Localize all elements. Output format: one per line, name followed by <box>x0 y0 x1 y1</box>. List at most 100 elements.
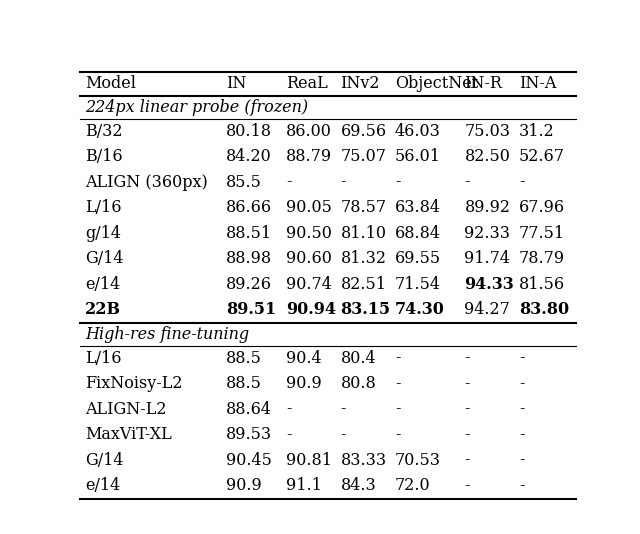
Text: -: - <box>465 350 470 366</box>
Text: 22B: 22B <box>85 301 121 318</box>
Text: 90.94: 90.94 <box>286 301 336 318</box>
Text: 90.60: 90.60 <box>286 250 332 267</box>
Text: 88.5: 88.5 <box>227 350 262 366</box>
Text: 94.33: 94.33 <box>465 276 514 293</box>
Text: G/14: G/14 <box>85 250 124 267</box>
Text: -: - <box>286 400 291 418</box>
Text: -: - <box>395 174 401 191</box>
Text: -: - <box>465 375 470 392</box>
Text: MaxViT-XL: MaxViT-XL <box>85 426 172 443</box>
Text: 56.01: 56.01 <box>395 148 441 165</box>
Text: 89.92: 89.92 <box>465 199 511 216</box>
Text: -: - <box>519 426 524 443</box>
Text: 69.55: 69.55 <box>395 250 441 267</box>
Text: -: - <box>340 174 346 191</box>
Text: 82.51: 82.51 <box>340 276 387 293</box>
Text: 81.56: 81.56 <box>519 276 565 293</box>
Text: 91.1: 91.1 <box>286 477 322 494</box>
Text: IN-A: IN-A <box>519 75 556 92</box>
Text: g/14: g/14 <box>85 225 121 241</box>
Text: 94.27: 94.27 <box>465 301 510 318</box>
Text: 67.96: 67.96 <box>519 199 565 216</box>
Text: 88.51: 88.51 <box>227 225 273 241</box>
Text: INv2: INv2 <box>340 75 380 92</box>
Text: 90.9: 90.9 <box>286 375 321 392</box>
Text: -: - <box>519 375 524 392</box>
Text: -: - <box>286 174 291 191</box>
Text: ObjectNet: ObjectNet <box>395 75 478 92</box>
Text: L/16: L/16 <box>85 350 122 366</box>
Text: 92.33: 92.33 <box>465 225 511 241</box>
Text: 71.54: 71.54 <box>395 276 441 293</box>
Text: 77.51: 77.51 <box>519 225 565 241</box>
Text: 72.0: 72.0 <box>395 477 431 494</box>
Text: 75.03: 75.03 <box>465 123 511 139</box>
Text: 69.56: 69.56 <box>340 123 387 139</box>
Text: 89.51: 89.51 <box>227 301 276 318</box>
Text: 88.5: 88.5 <box>227 375 262 392</box>
Text: -: - <box>465 426 470 443</box>
Text: 63.84: 63.84 <box>395 199 441 216</box>
Text: -: - <box>340 400 346 418</box>
Text: 90.81: 90.81 <box>286 452 332 468</box>
Text: ReaL: ReaL <box>286 75 328 92</box>
Text: 84.3: 84.3 <box>340 477 376 494</box>
Text: IN-R: IN-R <box>465 75 502 92</box>
Text: 89.26: 89.26 <box>227 276 273 293</box>
Text: 83.15: 83.15 <box>340 301 390 318</box>
Text: 68.84: 68.84 <box>395 225 441 241</box>
Text: 224px linear probe (frozen): 224px linear probe (frozen) <box>85 99 308 116</box>
Text: 91.74: 91.74 <box>465 250 511 267</box>
Text: -: - <box>519 477 524 494</box>
Text: 88.64: 88.64 <box>227 400 273 418</box>
Text: 83.80: 83.80 <box>519 301 569 318</box>
Text: -: - <box>519 452 524 468</box>
Text: 78.79: 78.79 <box>519 250 565 267</box>
Text: 86.66: 86.66 <box>227 199 273 216</box>
Text: 80.18: 80.18 <box>227 123 273 139</box>
Text: 31.2: 31.2 <box>519 123 555 139</box>
Text: L/16: L/16 <box>85 199 122 216</box>
Text: -: - <box>395 375 401 392</box>
Text: B/16: B/16 <box>85 148 123 165</box>
Text: -: - <box>340 426 346 443</box>
Text: -: - <box>519 400 524 418</box>
Text: Model: Model <box>85 75 136 92</box>
Text: -: - <box>395 426 401 443</box>
Text: 88.79: 88.79 <box>286 148 332 165</box>
Text: e/14: e/14 <box>85 276 120 293</box>
Text: 70.53: 70.53 <box>395 452 441 468</box>
Text: -: - <box>465 477 470 494</box>
Text: -: - <box>286 426 291 443</box>
Text: 75.07: 75.07 <box>340 148 387 165</box>
Text: ALIGN (360px): ALIGN (360px) <box>85 174 208 191</box>
Text: B/32: B/32 <box>85 123 122 139</box>
Text: -: - <box>519 350 524 366</box>
Text: 82.50: 82.50 <box>465 148 510 165</box>
Text: -: - <box>465 400 470 418</box>
Text: 89.53: 89.53 <box>227 426 273 443</box>
Text: 90.05: 90.05 <box>286 199 332 216</box>
Text: 85.5: 85.5 <box>227 174 262 191</box>
Text: 78.57: 78.57 <box>340 199 387 216</box>
Text: -: - <box>465 174 470 191</box>
Text: 52.67: 52.67 <box>519 148 565 165</box>
Text: -: - <box>395 400 401 418</box>
Text: 90.74: 90.74 <box>286 276 332 293</box>
Text: 74.30: 74.30 <box>395 301 445 318</box>
Text: 80.8: 80.8 <box>340 375 376 392</box>
Text: 81.32: 81.32 <box>340 250 387 267</box>
Text: 86.00: 86.00 <box>286 123 332 139</box>
Text: FixNoisy-L2: FixNoisy-L2 <box>85 375 182 392</box>
Text: -: - <box>465 452 470 468</box>
Text: 88.98: 88.98 <box>227 250 273 267</box>
Text: 90.4: 90.4 <box>286 350 321 366</box>
Text: 90.9: 90.9 <box>227 477 262 494</box>
Text: -: - <box>519 174 524 191</box>
Text: 80.4: 80.4 <box>340 350 376 366</box>
Text: 84.20: 84.20 <box>227 148 272 165</box>
Text: 81.10: 81.10 <box>340 225 387 241</box>
Text: IN: IN <box>227 75 246 92</box>
Text: 90.45: 90.45 <box>227 452 272 468</box>
Text: G/14: G/14 <box>85 452 124 468</box>
